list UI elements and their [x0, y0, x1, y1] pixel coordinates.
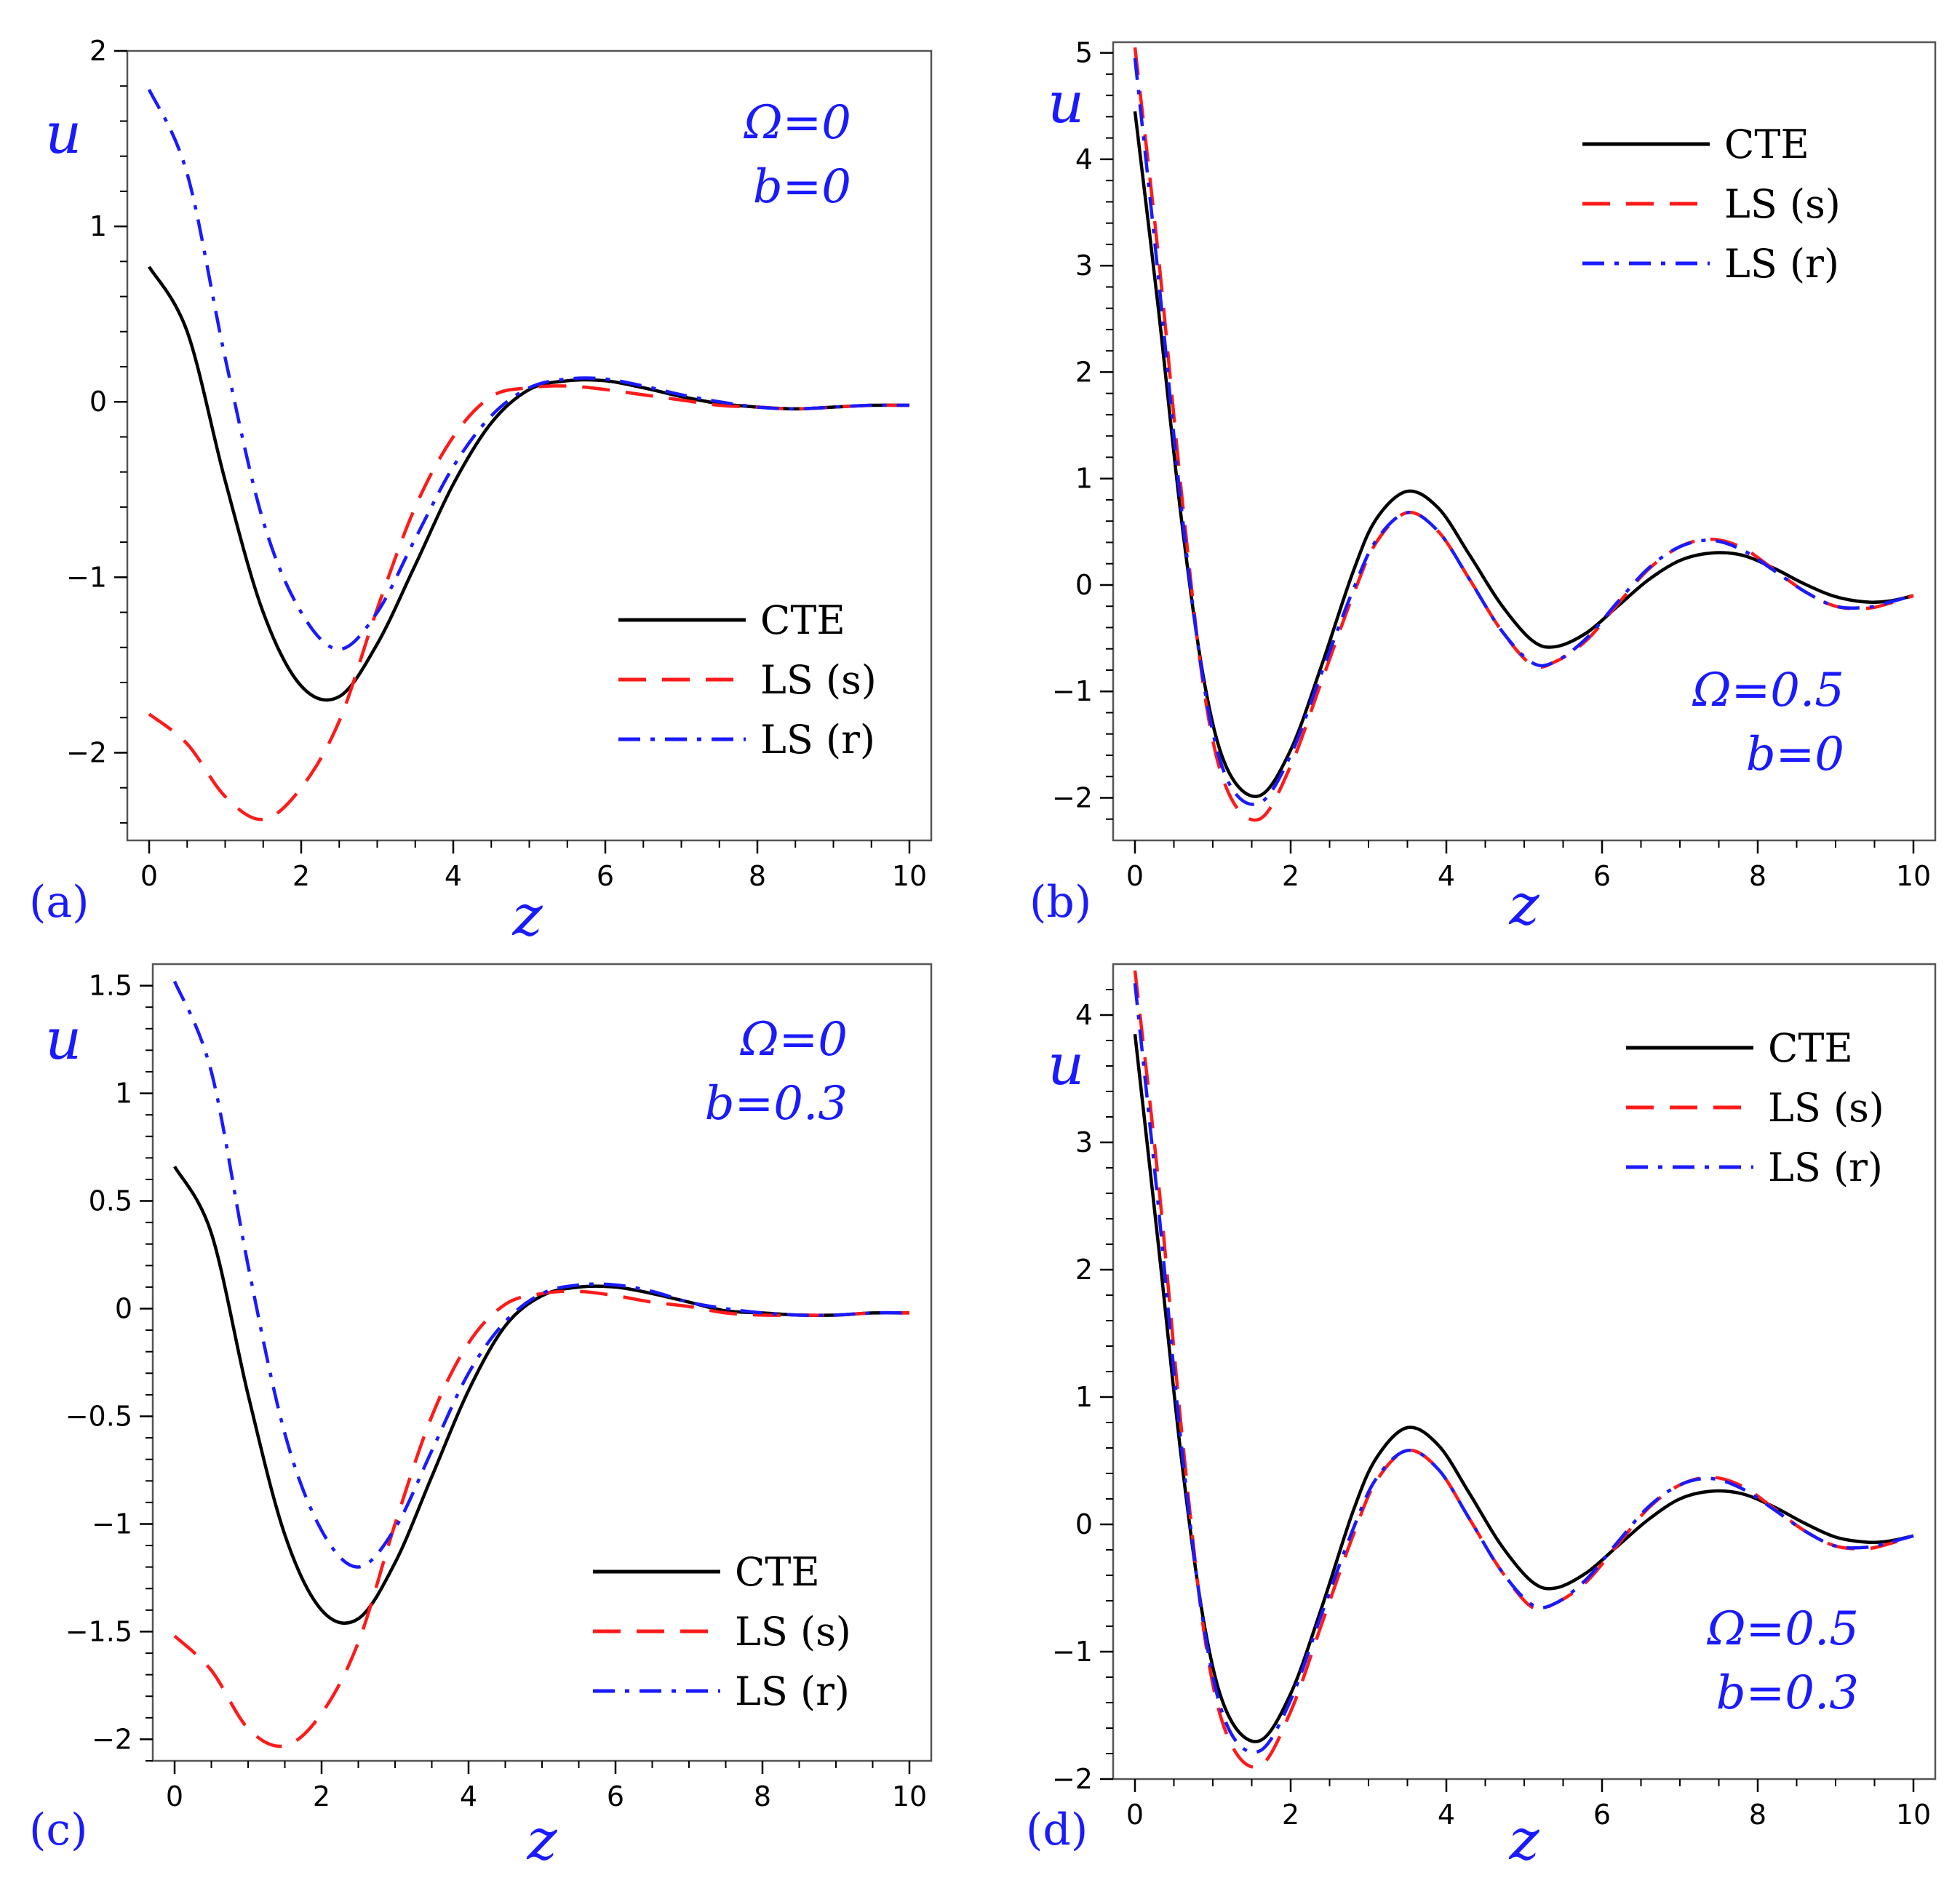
series-line-ls-r: [172, 980, 910, 1569]
x-tick-label: 4: [445, 860, 462, 892]
b-annotation: b=0: [753, 160, 851, 214]
legend-label-cte: CTE: [760, 597, 845, 643]
y-tick-label: −0.5: [65, 1400, 132, 1432]
omega-annotation: Ω=0: [744, 96, 851, 150]
x-axis-label: z: [526, 1807, 557, 1873]
y-tick-label: 1: [115, 1078, 132, 1110]
x-tick-label: 6: [1593, 1799, 1611, 1831]
legend-label-cte: CTE: [735, 1549, 820, 1595]
legend-label-ls-r: LS (r): [1724, 241, 1839, 287]
x-tick-label: 8: [754, 1780, 771, 1813]
y-tick-label: 0: [115, 1293, 132, 1325]
y-tick-label: 2: [89, 35, 107, 67]
y-tick-label: −1: [1052, 675, 1093, 707]
y-tick-label: 4: [1075, 999, 1093, 1031]
y-tick-label: 1: [1075, 463, 1093, 495]
x-axis-label: z: [1508, 872, 1539, 938]
legend-label-ls-s: LS (s): [1768, 1085, 1884, 1131]
y-axis-label: u: [45, 101, 81, 167]
omega-annotation: Ω=0: [740, 1013, 848, 1067]
legend-label-ls-s: LS (s): [760, 657, 877, 703]
x-tick-label: 10: [1896, 860, 1931, 892]
x-tick-label: 10: [1896, 1799, 1931, 1831]
y-axis-label: u: [1048, 71, 1084, 136]
panel-label: (c): [29, 1805, 87, 1855]
legend-label-cte: CTE: [1768, 1025, 1853, 1071]
y-tick-label: 0: [1075, 1508, 1093, 1540]
panel-label: (b): [1029, 877, 1091, 928]
series-line-ls-r: [147, 89, 910, 651]
y-tick-label: −1: [1052, 1636, 1093, 1668]
x-tick-label: 6: [597, 860, 614, 892]
y-tick-label: −2: [1052, 781, 1093, 813]
y-axis-label: u: [45, 1007, 81, 1073]
y-tick-label: 1: [1075, 1381, 1093, 1413]
panel-label: (d): [1026, 1805, 1088, 1855]
x-tick-label: 8: [1749, 1799, 1766, 1831]
x-tick-label: 8: [1749, 860, 1766, 892]
y-tick-label: −2: [66, 736, 107, 768]
y-tick-label: −1.5: [65, 1615, 132, 1647]
x-tick-label: 6: [1593, 860, 1611, 892]
plot-frame: [1112, 41, 1937, 842]
b-annotation: b=0.3: [705, 1077, 848, 1131]
y-tick-label: 1.5: [89, 970, 132, 1002]
y-tick-label: −1: [92, 1508, 132, 1540]
omega-annotation: Ω=0.5: [1692, 664, 1844, 717]
y-tick-label: −2: [1052, 1763, 1093, 1795]
x-tick-label: 2: [292, 860, 310, 892]
panel-label: (a): [29, 877, 89, 928]
legend-label-ls-s: LS (s): [735, 1609, 851, 1655]
x-tick-label: 8: [749, 860, 766, 892]
x-tick-label: 0: [1126, 1799, 1144, 1831]
x-tick-label: 10: [892, 860, 927, 892]
y-tick-label: 3: [1075, 250, 1093, 282]
y-tick-label: −1: [66, 561, 107, 593]
y-tick-label: 1: [89, 210, 107, 242]
x-axis-label: z: [511, 883, 543, 949]
legend-label-cte: CTE: [1724, 122, 1809, 167]
y-tick-label: 0: [1075, 569, 1093, 601]
x-tick-label: 2: [313, 1780, 330, 1813]
y-tick-label: 0: [89, 386, 107, 418]
x-tick-label: 0: [140, 860, 158, 892]
x-tick-label: 4: [1438, 1799, 1455, 1831]
legend-label-ls-r: LS (r): [1768, 1145, 1883, 1190]
series-line-cte: [173, 1166, 910, 1626]
x-tick-label: 6: [607, 1780, 624, 1813]
x-tick-label: 0: [1126, 860, 1144, 892]
y-axis-label: u: [1048, 1032, 1084, 1098]
b-annotation: b=0.3: [1716, 1666, 1859, 1720]
series-line-ls-s: [173, 1289, 910, 1748]
x-tick-label: 2: [1282, 860, 1299, 892]
y-tick-label: 2: [1075, 1254, 1093, 1286]
legend-label-ls-r: LS (r): [735, 1668, 850, 1714]
x-axis-label: z: [1508, 1807, 1539, 1873]
legend-label-ls-r: LS (r): [760, 717, 875, 763]
y-tick-label: 2: [1075, 356, 1093, 388]
y-tick-label: −2: [92, 1723, 132, 1755]
x-tick-label: 4: [1438, 860, 1455, 892]
legend-label-ls-s: LS (s): [1724, 181, 1841, 227]
y-tick-label: 3: [1075, 1126, 1093, 1158]
x-tick-label: 10: [892, 1780, 927, 1813]
b-annotation: b=0: [1746, 728, 1844, 781]
x-tick-label: 0: [166, 1780, 183, 1813]
series-line-ls-r: [1133, 983, 1914, 1754]
omega-annotation: Ω=0.5: [1707, 1602, 1859, 1656]
x-tick-label: 4: [460, 1780, 477, 1813]
series-line-ls-r: [1133, 57, 1914, 806]
y-tick-label: 4: [1075, 143, 1093, 175]
x-tick-label: 2: [1282, 1799, 1299, 1831]
y-tick-label: 0.5: [89, 1185, 132, 1217]
panel-c: 0 2 4 6 8 10 1.5 1 0.5 0 −0.5 −1 −1.5 −2 CTE LS (s) LS (…: [29, 963, 933, 1873]
y-tick-label: 5: [1075, 37, 1093, 69]
